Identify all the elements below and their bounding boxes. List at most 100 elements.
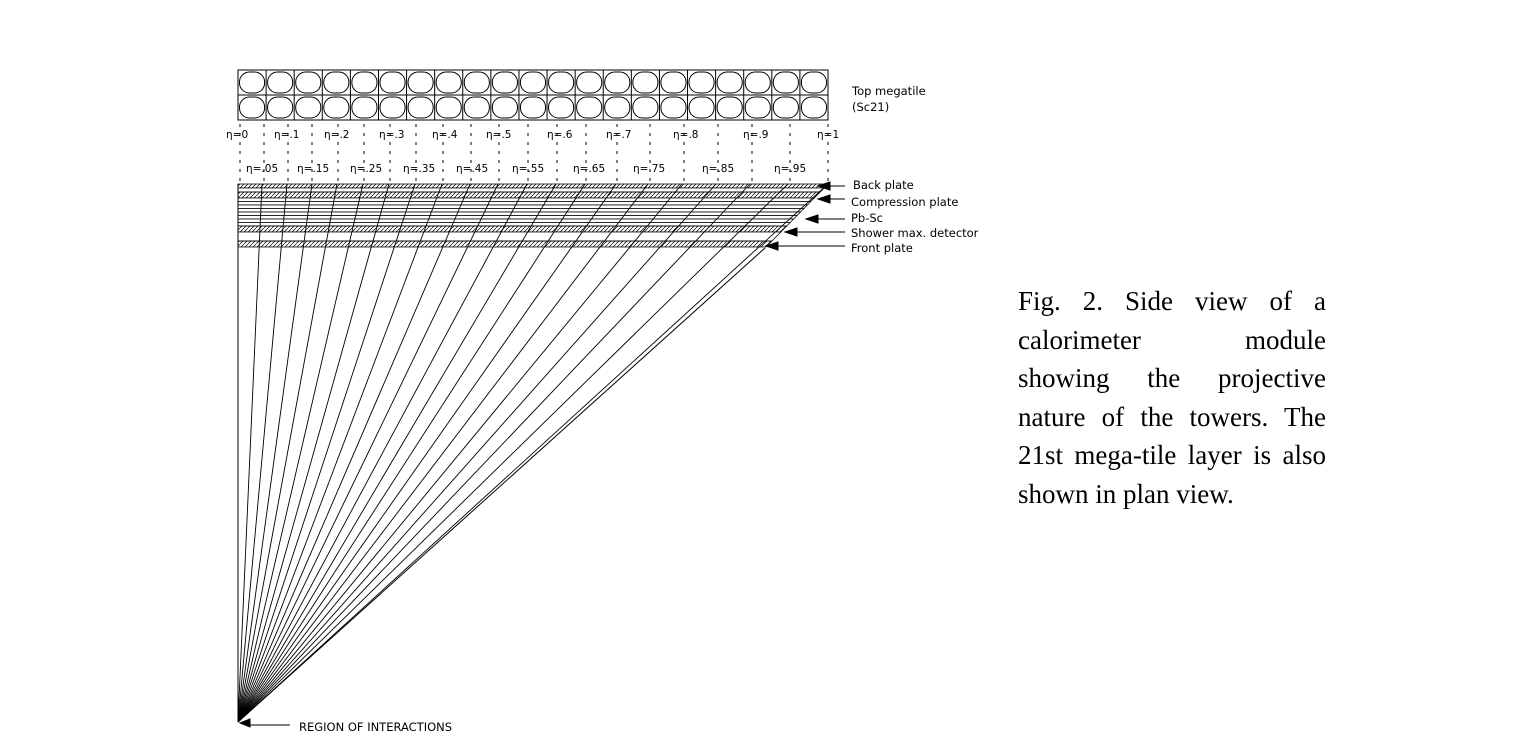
compression-plate bbox=[237, 191, 822, 199]
megatile-tile bbox=[407, 96, 434, 119]
megatile-tile bbox=[660, 96, 687, 119]
tower-boundary-line bbox=[237, 183, 499, 723]
eta-boundary-label: η=.6 bbox=[547, 129, 573, 141]
megatile-tile bbox=[323, 71, 350, 94]
eta-boundary-label: η=.2 bbox=[324, 129, 349, 141]
back-gap bbox=[237, 187, 826, 193]
tower-boundary-line bbox=[237, 183, 313, 723]
tower-boundary-line bbox=[237, 183, 443, 723]
megatile-tile bbox=[660, 71, 687, 94]
back-plate bbox=[237, 183, 829, 189]
megatile-tile bbox=[463, 96, 490, 119]
eta-center-label: η=.45 bbox=[456, 163, 488, 175]
eta-boundary-label: η=.1 bbox=[274, 129, 299, 141]
eta-center-label: η=.75 bbox=[633, 163, 665, 175]
megatile-tile bbox=[716, 96, 743, 119]
megatile-tile bbox=[548, 71, 575, 94]
megatile-tile bbox=[463, 71, 490, 94]
megatile-tile bbox=[351, 71, 378, 94]
eta-boundary-label: η=0 bbox=[226, 129, 248, 141]
tower-boundary-line bbox=[237, 183, 717, 723]
layer-arrows bbox=[238, 181, 845, 728]
eta-center-label: η=.25 bbox=[350, 163, 382, 175]
megatile-tile bbox=[239, 71, 266, 94]
pb-sc-layer bbox=[237, 222, 792, 227]
eta-center-label: η=.05 bbox=[246, 163, 278, 175]
megatile-tile bbox=[295, 96, 322, 119]
megatile-tile bbox=[548, 96, 575, 119]
megatile-tile bbox=[519, 96, 547, 119]
megatile-tile bbox=[491, 71, 518, 94]
module-outer-edge bbox=[237, 247, 766, 723]
module-layers bbox=[237, 183, 829, 248]
pb-sc-layer bbox=[237, 218, 795, 223]
region-of-interactions-label: REGION OF INTERACTIONS bbox=[299, 720, 452, 734]
pb-sc-layer bbox=[237, 204, 809, 209]
pb-sc-layer bbox=[237, 197, 816, 202]
megatile-tile bbox=[295, 71, 322, 94]
megatile-tile bbox=[772, 71, 799, 94]
megatile-tile bbox=[267, 96, 294, 119]
tower-boundary-line bbox=[237, 183, 390, 723]
tower-boundary-line bbox=[237, 183, 649, 723]
megatile-tile bbox=[435, 71, 462, 94]
megatile-tile bbox=[632, 96, 659, 119]
tower-boundary-line bbox=[237, 183, 288, 723]
megatile-tile bbox=[772, 96, 799, 119]
front-plate bbox=[237, 240, 773, 248]
megatile-tile bbox=[744, 96, 771, 119]
tower-boundary-line bbox=[237, 183, 829, 723]
tower-boundary-line bbox=[237, 183, 528, 723]
sc21-label: (Sc21) bbox=[852, 100, 889, 114]
pb-sc-layer bbox=[237, 208, 805, 213]
tower-boundary-line bbox=[237, 183, 683, 723]
megatile-tile bbox=[604, 71, 631, 94]
eta-boundary-label: η=.7 bbox=[606, 129, 631, 141]
eta-tick-marks: η=0η=.1η=.2η=.3η=.4η=.5η=.6η=.7η=.8η=.9η… bbox=[226, 124, 839, 182]
pb-sc-front-layer bbox=[237, 231, 782, 242]
megatile-tile bbox=[800, 96, 828, 119]
eta-center-label: η=.35 bbox=[403, 163, 435, 175]
tower-boundary-line bbox=[237, 183, 338, 723]
eta-boundary-label: η=.3 bbox=[379, 129, 404, 141]
megatile-tile bbox=[267, 71, 294, 94]
top-megatile-label: Top megatile bbox=[851, 84, 926, 98]
megatile-tile bbox=[379, 96, 406, 119]
megatile-tile bbox=[688, 96, 715, 119]
top-megatile-plan-view bbox=[237, 69, 829, 121]
pb-sc-label: Pb-Sc bbox=[851, 211, 883, 225]
back-plate-label: Back plate bbox=[853, 178, 914, 192]
tower-boundary-line bbox=[237, 183, 557, 723]
megatile-tile bbox=[435, 96, 462, 119]
megatile-tile bbox=[379, 71, 406, 94]
tower-boundary-line bbox=[237, 183, 586, 723]
eta-center-label: η=.15 bbox=[297, 163, 329, 175]
figure-caption: Fig. 2. Side view of a calorimeter modul… bbox=[1018, 286, 1326, 509]
megatile-tile bbox=[744, 71, 771, 94]
pb-sc-layer bbox=[237, 201, 812, 206]
eta-boundary-label: η=.8 bbox=[673, 129, 698, 141]
megatile-tile bbox=[491, 96, 518, 119]
megatile-tile bbox=[407, 71, 434, 94]
compression-plate-label: Compression plate bbox=[851, 195, 958, 209]
pb-sc-layer bbox=[237, 211, 802, 216]
megatile-tile bbox=[632, 71, 659, 94]
projective-tower-lines bbox=[237, 183, 829, 723]
tower-boundary-line bbox=[237, 183, 263, 723]
shower-max-detector bbox=[237, 225, 788, 233]
tower-boundary-line bbox=[237, 183, 471, 723]
tower-boundary-line bbox=[237, 183, 751, 723]
megatile-tile bbox=[688, 71, 715, 94]
eta-center-label: η=.65 bbox=[573, 163, 605, 175]
shower-max-label: Shower max. detector bbox=[851, 226, 979, 240]
eta-boundary-label: η=.4 bbox=[432, 129, 458, 141]
pb-sc-layer bbox=[237, 215, 798, 220]
tower-boundary-line bbox=[237, 183, 617, 723]
tower-boundary-line bbox=[237, 183, 364, 723]
megatile-tile bbox=[351, 96, 378, 119]
megatile-tile bbox=[576, 96, 603, 119]
tower-boundary-line bbox=[237, 183, 416, 723]
megatile-tile bbox=[800, 71, 828, 94]
megatile-tile bbox=[519, 71, 547, 94]
